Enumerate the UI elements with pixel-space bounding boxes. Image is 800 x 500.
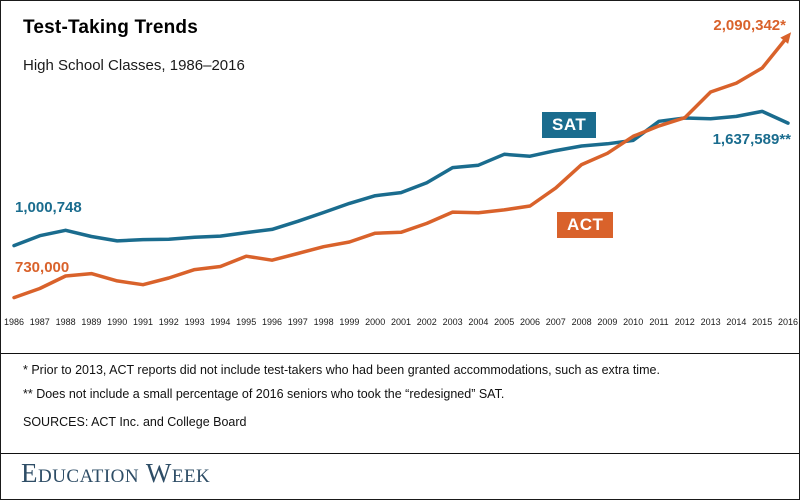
chart-canvas: 1986 1987 1988 1989 1990 1991 1992 1993 1994 1995… bbox=[4, 32, 798, 327]
footnote-act: * Prior to 2013, ACT reports did not inc… bbox=[23, 363, 660, 377]
x-axis-label: 1999 bbox=[339, 317, 359, 327]
x-axis-label: 1990 bbox=[107, 317, 127, 327]
x-axis-label: 1994 bbox=[210, 317, 230, 327]
x-axis-label: 2005 bbox=[494, 317, 514, 327]
x-axis-label: 2008 bbox=[572, 317, 592, 327]
x-axis-label: 2004 bbox=[468, 317, 488, 327]
x-axis-label: 1988 bbox=[56, 317, 76, 327]
footnote-sat: ** Does not include a small percentage o… bbox=[23, 387, 505, 401]
x-axis-label: 2013 bbox=[701, 317, 721, 327]
x-axis-label: 2003 bbox=[443, 317, 463, 327]
footer-divider bbox=[1, 453, 799, 454]
chart-title: Test-Taking Trends bbox=[23, 17, 198, 38]
sources-line: SOURCES: ACT Inc. and College Board bbox=[23, 415, 247, 429]
act-line-arrowhead bbox=[780, 32, 792, 44]
chart-header: Test-Taking Trends High School Classes, … bbox=[23, 17, 245, 74]
x-axis-label: 1992 bbox=[159, 317, 179, 327]
x-axis-label: 2010 bbox=[623, 317, 643, 327]
x-axis-label: 1987 bbox=[30, 317, 50, 327]
act-end-value: 2,090,342* bbox=[713, 17, 786, 34]
sat-start-value: 1,000,748 bbox=[15, 199, 82, 216]
sat-series-badge: SAT bbox=[542, 112, 597, 138]
x-axis-label: 1986 bbox=[4, 317, 24, 327]
x-axis-label: 2007 bbox=[546, 317, 566, 327]
act-series-badge: ACT bbox=[557, 212, 614, 238]
x-axis-label: 1993 bbox=[185, 317, 205, 327]
x-axis-label: 2000 bbox=[365, 317, 385, 327]
x-axis-label: 1997 bbox=[288, 317, 308, 327]
x-axis-label: 1998 bbox=[314, 317, 334, 327]
x-axis-label: 2011 bbox=[649, 317, 668, 327]
footnote-divider bbox=[1, 353, 799, 354]
x-axis-label: 2012 bbox=[675, 317, 695, 327]
x-axis-label: 1996 bbox=[262, 317, 282, 327]
x-axis-label: 1995 bbox=[236, 317, 256, 327]
x-axis-label: 2006 bbox=[520, 317, 540, 327]
x-axis-label: 1989 bbox=[81, 317, 101, 327]
x-axis-label: 2015 bbox=[752, 317, 772, 327]
x-axis-label: 2014 bbox=[726, 317, 746, 327]
x-axis-label: 2002 bbox=[417, 317, 437, 327]
x-axis-label: 2001 bbox=[391, 317, 411, 327]
x-axis-label: 1991 bbox=[133, 317, 153, 327]
sat-end-value: 1,637,589** bbox=[712, 131, 791, 148]
series-line-sat bbox=[12, 109, 790, 248]
act-start-value: 730,000 bbox=[15, 259, 70, 276]
series-line-act bbox=[12, 34, 790, 300]
chart-subtitle: High School Classes, 1986–2016 bbox=[23, 57, 245, 74]
footnotes: * Prior to 2013, ACT reports did not inc… bbox=[23, 363, 779, 429]
line-chart: 1986 1987 1988 1989 1990 1991 1992 1993 1994 1995… bbox=[1, 1, 799, 339]
x-axis-label: 2009 bbox=[597, 317, 617, 327]
education-week-logo: Education Week bbox=[21, 458, 211, 488]
x-axis-label: 2016 bbox=[778, 317, 798, 327]
